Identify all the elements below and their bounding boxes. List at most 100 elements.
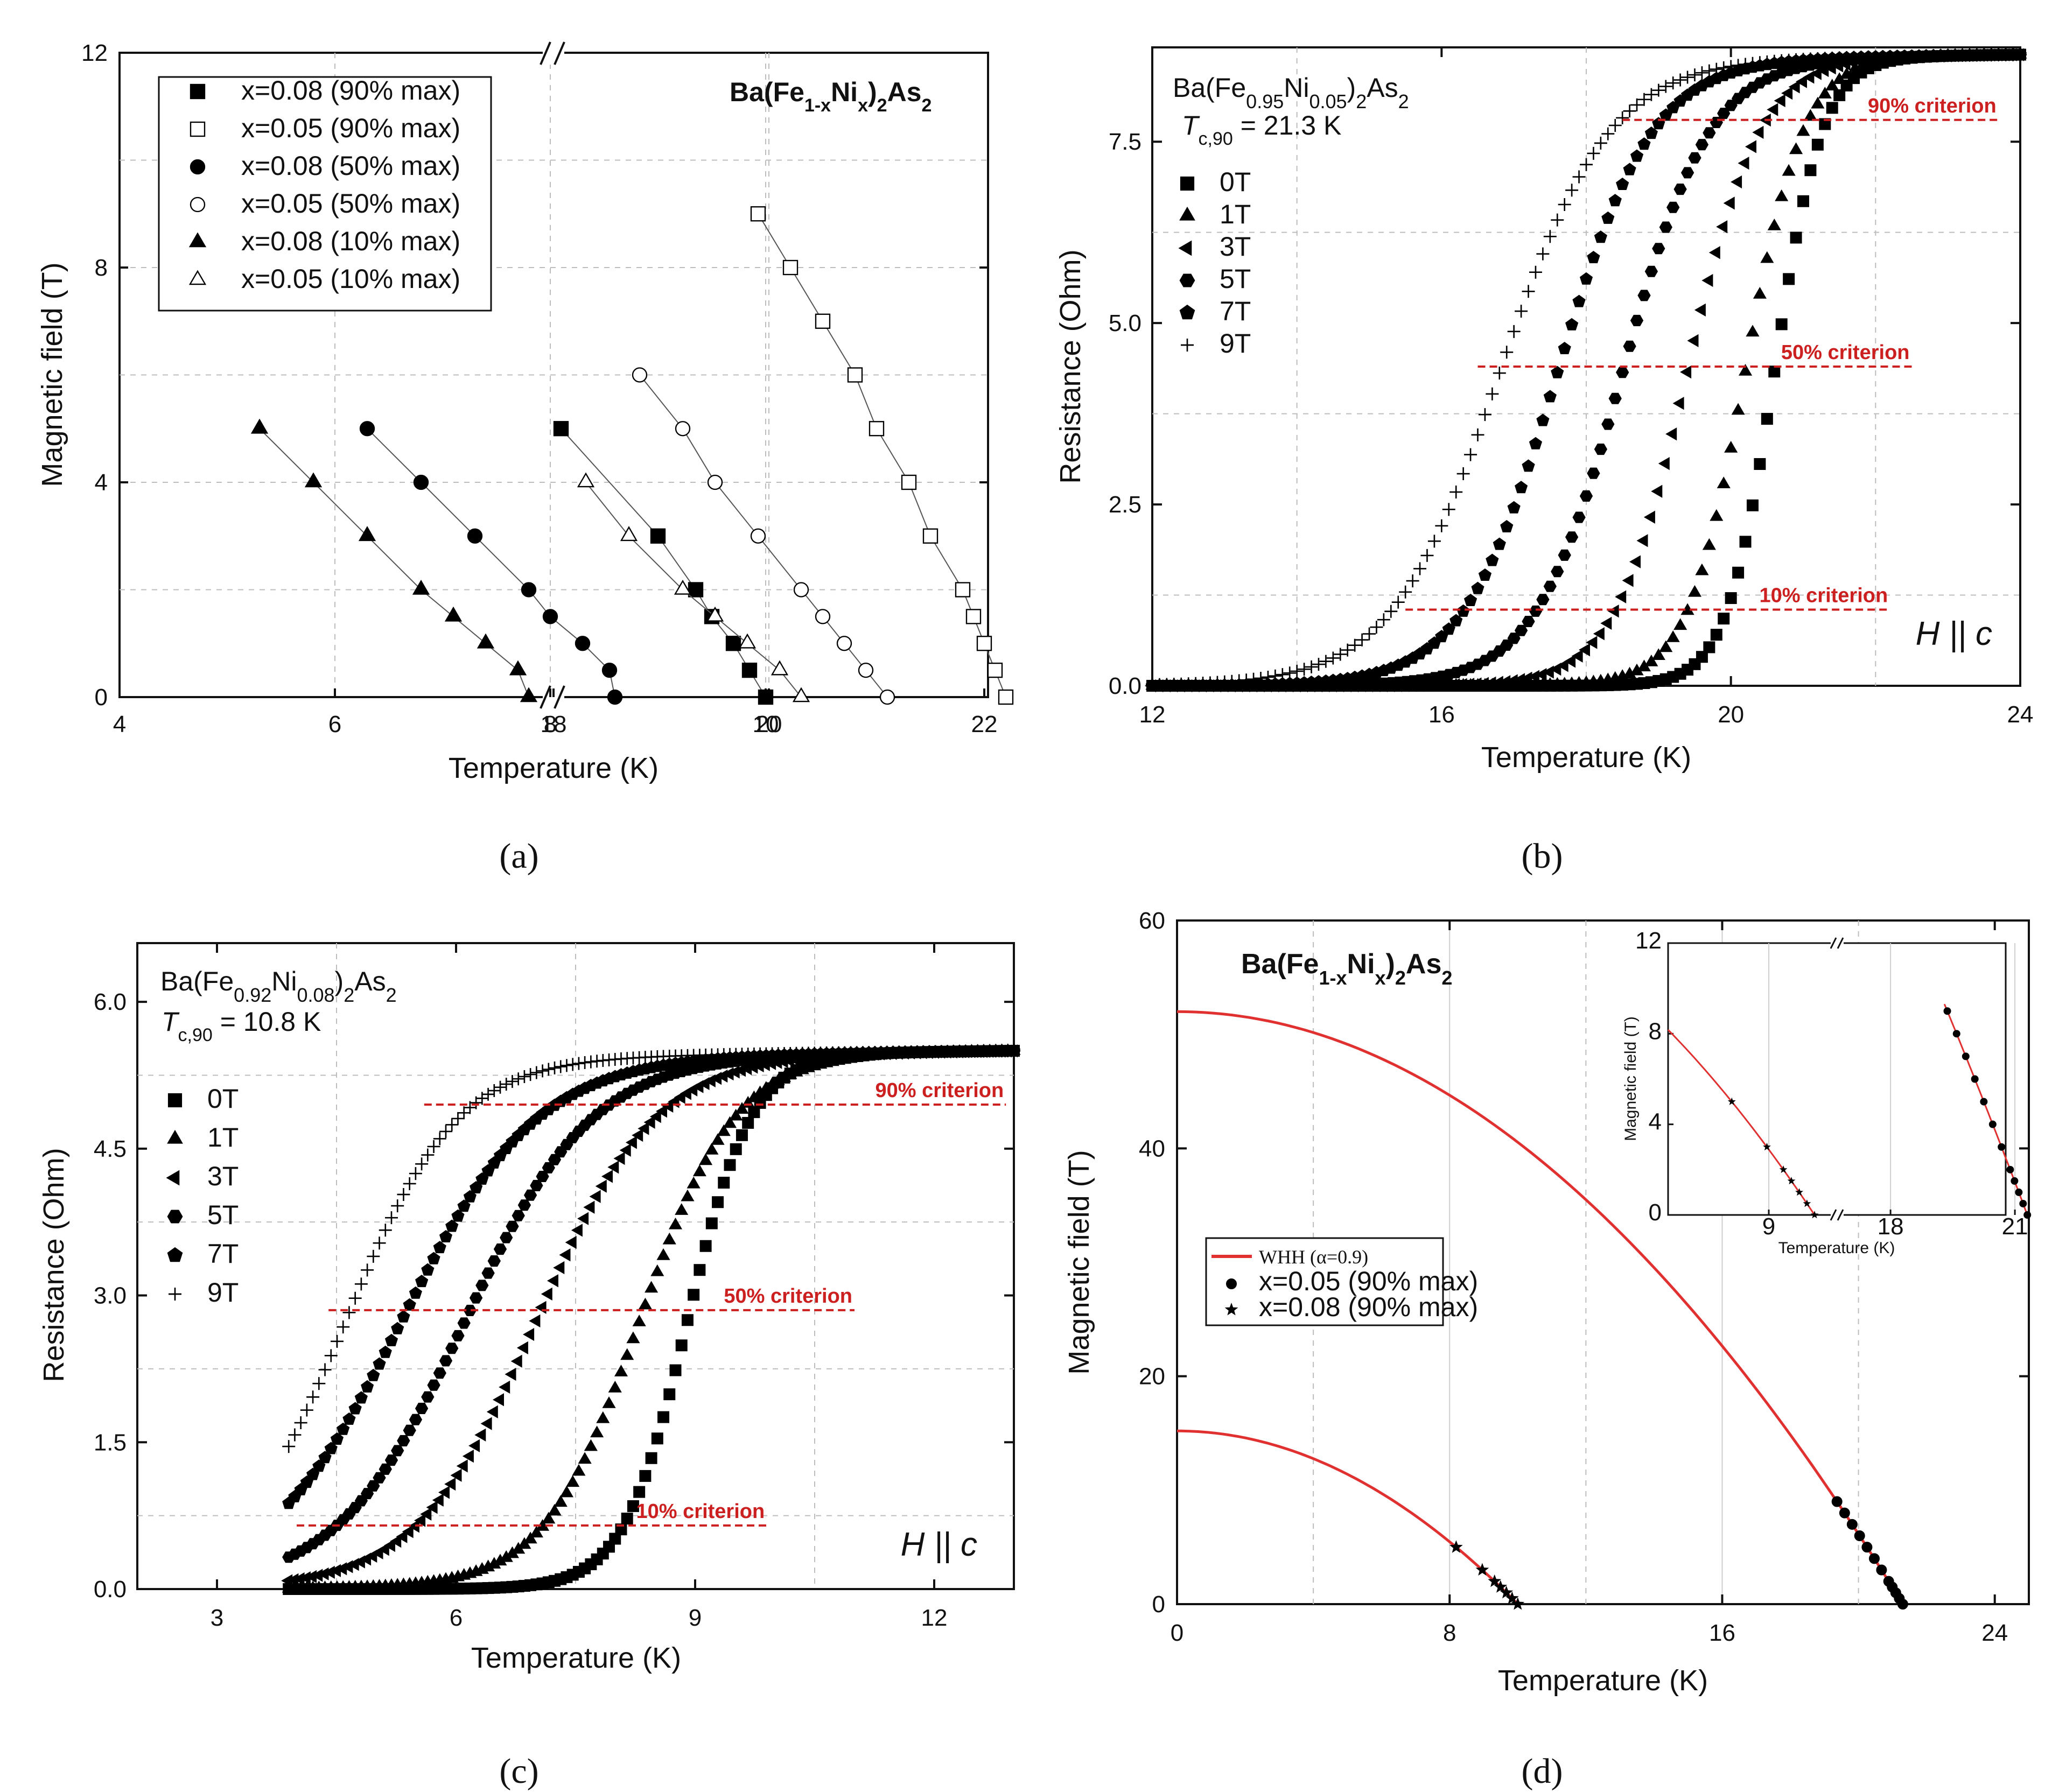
panel-d-legend: WHH (α=0.9) x=0.05 (90% max)x=0.08 (90% … xyxy=(1205,1237,1478,1326)
inset-data-point xyxy=(1779,1165,1788,1173)
data-point xyxy=(469,1292,483,1304)
data-point xyxy=(530,1066,543,1079)
data-point xyxy=(1522,616,1535,627)
data-point xyxy=(633,1486,646,1498)
data-point xyxy=(1724,60,1738,73)
panel-b-subtitle: Tc,90 = 21.3 K xyxy=(1182,110,1341,149)
y-tick-label: 5.0 xyxy=(1109,310,1141,336)
inset-whh-curve xyxy=(1667,1029,1816,1215)
data-point xyxy=(590,1425,604,1438)
inset-data-point xyxy=(1943,1007,1951,1015)
data-point xyxy=(554,1060,568,1073)
data-point xyxy=(451,1330,465,1341)
data-point xyxy=(782,259,799,276)
legend-marker xyxy=(167,1129,183,1144)
data-point xyxy=(1475,1563,1489,1576)
data-point xyxy=(1616,111,1629,124)
data-point xyxy=(487,1255,501,1267)
x-tick-label: 8 xyxy=(544,711,557,737)
data-point xyxy=(1463,593,1477,606)
data-point xyxy=(601,662,618,678)
inset-y-tick-label: 8 xyxy=(1649,1018,1662,1044)
data-point xyxy=(1876,1564,1887,1576)
data-point xyxy=(1558,549,1571,561)
data-point xyxy=(1630,149,1644,162)
data-point xyxy=(1651,484,1663,498)
data-point xyxy=(724,1159,736,1171)
data-point xyxy=(1586,636,1598,649)
data-point xyxy=(288,1428,302,1442)
data-point xyxy=(615,1523,627,1536)
data-point xyxy=(432,1493,444,1507)
inset-data-point xyxy=(1998,1143,2006,1151)
data-point xyxy=(1637,137,1651,150)
data-point xyxy=(1861,1542,1873,1553)
data-point xyxy=(516,1341,528,1355)
data-point xyxy=(699,1240,712,1252)
data-point xyxy=(1672,397,1684,410)
data-point xyxy=(542,1512,556,1524)
legend-marker xyxy=(1226,1278,1237,1289)
data-point xyxy=(1536,413,1550,426)
data-point xyxy=(1449,1540,1463,1553)
whh-curve xyxy=(1176,1010,1904,1605)
legend-marker xyxy=(1179,206,1195,221)
panel-d-data xyxy=(1176,1010,1908,1610)
data-point xyxy=(415,1402,429,1414)
data-point xyxy=(359,421,375,437)
data-point xyxy=(1442,503,1455,516)
legend-marker xyxy=(167,1247,183,1262)
data-point xyxy=(1623,163,1636,175)
panel-a-label: (a) xyxy=(499,837,538,876)
x-tick-label: 12 xyxy=(921,1605,948,1631)
x-tick-label: 4 xyxy=(113,711,126,737)
data-point xyxy=(1666,76,1680,90)
x-tick-label: 24 xyxy=(2007,701,2034,728)
legend-marker xyxy=(1178,240,1192,256)
data-point xyxy=(730,1143,742,1155)
data-point xyxy=(1651,648,1665,660)
inset-frame xyxy=(1667,942,2007,1216)
data-point xyxy=(706,606,724,622)
data-point xyxy=(1551,213,1564,227)
data-point xyxy=(337,1320,350,1334)
data-point xyxy=(426,1501,438,1514)
data-point xyxy=(1348,638,1362,652)
data-point xyxy=(584,1055,598,1069)
panel-b-ylabel: Resistance (Ohm) xyxy=(1054,249,1087,483)
data-point xyxy=(1486,553,1499,566)
data-point xyxy=(445,1219,459,1232)
data-point xyxy=(620,1348,634,1360)
data-point xyxy=(1831,1496,1843,1507)
data-point xyxy=(474,1428,486,1442)
data-point xyxy=(1731,403,1745,415)
data-point xyxy=(391,1445,404,1457)
data-point xyxy=(1788,80,1800,94)
inset-data-point xyxy=(2006,1165,2014,1173)
data-point xyxy=(1420,549,1434,562)
data-point xyxy=(1564,655,1576,668)
x-tick-label: 10 xyxy=(753,711,779,737)
panel-c-subtitle: Tc,90 = 10.8 K xyxy=(162,1007,321,1045)
data-point xyxy=(742,1116,754,1129)
data-point xyxy=(1298,663,1311,676)
data-point xyxy=(1435,519,1448,532)
data-point xyxy=(668,1217,683,1229)
data-point xyxy=(836,636,852,651)
data-point xyxy=(1478,408,1491,421)
data-point xyxy=(486,1405,498,1418)
data-point xyxy=(409,1167,422,1180)
criterion-label: 90% criterion xyxy=(1868,95,1997,117)
data-point xyxy=(505,1367,516,1381)
data-point xyxy=(1305,660,1318,673)
data-point xyxy=(1629,555,1641,568)
data-point xyxy=(619,1143,631,1157)
data-point xyxy=(1529,437,1543,449)
data-point xyxy=(1486,387,1499,400)
data-point xyxy=(547,1274,558,1288)
data-point xyxy=(559,1485,574,1498)
legend-marker xyxy=(190,159,206,175)
data-point xyxy=(1571,649,1583,663)
x-tick-label: 9 xyxy=(689,1605,702,1631)
